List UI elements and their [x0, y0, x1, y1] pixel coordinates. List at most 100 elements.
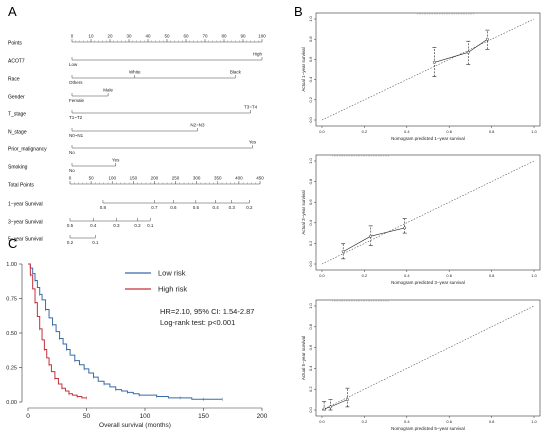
calibration-point	[329, 405, 332, 409]
x-tick-label: 0.2	[362, 129, 368, 134]
y-tick-label: 0.0	[308, 260, 313, 266]
nomogram-level-label: Male	[103, 88, 113, 93]
x-tick-label: 0.6	[446, 419, 452, 424]
x-tick-label: 0.4	[404, 273, 410, 278]
calibration-point	[466, 50, 470, 54]
calibration-line	[343, 227, 405, 252]
nomogram-level-label: N0~N1	[69, 133, 84, 138]
calibration-plot-5-year: 0.0 0.2 0.4 0.6 0.8 1.0 0.0 0.2 0.4 0.6 0.8 1.0 Nomo…	[301, 299, 541, 431]
panel-label-c: C	[8, 236, 17, 251]
nomogram-probability-label: 0.2	[134, 223, 141, 228]
x-tick-label: 200	[257, 413, 268, 420]
nomogram-tick-label: 50	[89, 176, 95, 181]
nomogram-row-label: 3−year Survival	[8, 220, 43, 226]
calibration-line	[434, 38, 488, 63]
nomogram-row-label: T_stage	[8, 112, 26, 118]
calibration-point	[322, 407, 326, 411]
y-tick-label: 0.50	[6, 331, 17, 337]
y-tick-label: 0.6	[308, 344, 313, 350]
plot-frame	[315, 154, 541, 271]
nomogram-level-label: No	[69, 168, 75, 173]
y-tick-label: 1.0	[308, 302, 313, 308]
nomogram-probability-label: 0.2	[246, 205, 253, 210]
nomogram-row-label: ACOT7	[8, 59, 25, 65]
plot-frame	[315, 299, 541, 417]
nomogram-tick-label: 20	[107, 34, 113, 39]
x-tick-label: 0	[26, 413, 30, 420]
nomogram-probability-label: 0.3	[229, 205, 236, 210]
nomogram-tick-label: 10	[88, 34, 94, 39]
nomogram-probability-label: 0.2	[67, 240, 74, 245]
low-risk-curve	[28, 263, 223, 400]
nomogram-level-label: White	[129, 70, 141, 75]
x-tick-label: 0.4	[404, 419, 410, 424]
nomogram-tick-label: 60	[183, 34, 189, 39]
y-tick-label: 1.00	[6, 262, 17, 268]
nomogram-probability-label: 0.3	[113, 223, 120, 228]
legend-label-low-risk: Low risk	[158, 269, 186, 278]
nomogram-tick-label: 30	[126, 34, 132, 39]
x-tick-label: 0.2	[362, 273, 368, 278]
x-tick-label: 0.0	[319, 129, 325, 134]
y-tick-label: 0.8	[308, 178, 313, 184]
calibration-point	[403, 226, 407, 230]
x-tick-label: 0.8	[489, 273, 495, 278]
nomogram-tick-label: 40	[145, 34, 151, 39]
x-axis-title: Nomogram predicted 5−year survival	[391, 426, 465, 431]
kaplan-meier-plot: 0.00 0.25 0.50 0.75 1.00 0 50 100 150 200 Overall …	[6, 262, 268, 429]
y-axis-title: Actual 1−year survival	[301, 47, 306, 91]
x-tick-label: 0.0	[319, 419, 325, 424]
nomogram-tick-label: 150	[130, 176, 138, 181]
calibration-plot-3-year: 0.0 0.2 0.4 0.6 0.8 1.0 0.0 0.2 0.4 0.6 0.8 1.0 Nomo…	[301, 154, 541, 285]
y-tick-label: 0.2	[308, 386, 313, 392]
x-tick-label: 50	[83, 413, 91, 420]
calibration-point	[341, 250, 345, 254]
panel-label-b: B	[294, 4, 303, 19]
y-tick-label: 0.00	[6, 400, 17, 406]
nomogram-probability-label: 0.6	[170, 205, 177, 210]
nomogram-tick-label: 50	[164, 34, 170, 39]
nomogram-row-label: Smoking	[8, 165, 28, 171]
nomogram-tick-label: 450	[256, 176, 264, 181]
y-tick-label: 0.75	[6, 297, 17, 303]
nomogram-row-label: 1−year Survival	[8, 202, 43, 208]
calibration-point	[369, 234, 373, 238]
x-tick-label: 0.4	[404, 129, 410, 134]
y-tick-label: 0.6	[308, 199, 313, 205]
x-tick-label: 1.0	[531, 419, 537, 424]
ideal-diagonal-line	[321, 305, 535, 411]
statistics-annotation: Log-rank test: p<0.001	[160, 318, 235, 327]
statistics-annotation: HR=2.10, 95% CI: 1.54-2.87	[160, 307, 254, 316]
x-tick-label: 0.2	[362, 419, 368, 424]
y-tick-label: 0.4	[308, 76, 313, 82]
x-tick-label: 1.0	[531, 129, 537, 134]
nomogram-tick-label: 400	[235, 176, 243, 181]
nomogram-tick-label: 90	[240, 34, 246, 39]
y-tick-label: 0.0	[308, 406, 313, 412]
y-axis-title: Actual 5−year survival	[301, 336, 306, 380]
nomogram-level-label: Others	[69, 80, 83, 85]
nomogram-level-label: N2~N3	[190, 123, 205, 128]
nomogram-probability-label: 0.5	[67, 223, 74, 228]
x-tick-label: 150	[198, 413, 209, 420]
nomogram-level-label: Low	[69, 62, 78, 67]
nomogram-row-label: 5−year Survival	[8, 237, 43, 243]
panel-label-a: A	[8, 4, 17, 19]
calibration-plot-1-year: 0.0 0.2 0.4 0.6 0.8 1.0 0.0 0.2 0.4 0.6 0.8 1.0 Nomo…	[301, 12, 541, 141]
y-tick-label: 0.4	[308, 219, 313, 225]
nomogram-tick-label: 350	[214, 176, 222, 181]
nomogram-level-label: Female	[69, 98, 85, 103]
nomogram-tick-label: 100	[108, 176, 116, 181]
nomogram-probability-label: 0.7	[151, 205, 158, 210]
x-tick-label: 0.6	[446, 129, 452, 134]
y-tick-label: 1.0	[308, 15, 313, 21]
y-tick-label: 0.6	[308, 56, 313, 62]
nomogram-tick-label: 250	[172, 176, 180, 181]
nomogram-level-label: High	[253, 52, 263, 57]
x-axis-title: Overall survival (months)	[99, 422, 171, 429]
nomogram-row-label: Race	[8, 77, 20, 83]
calibration-point	[432, 60, 436, 64]
nomogram-level-label: T3~T4	[244, 105, 258, 110]
x-tick-label: 0.6	[446, 273, 452, 278]
